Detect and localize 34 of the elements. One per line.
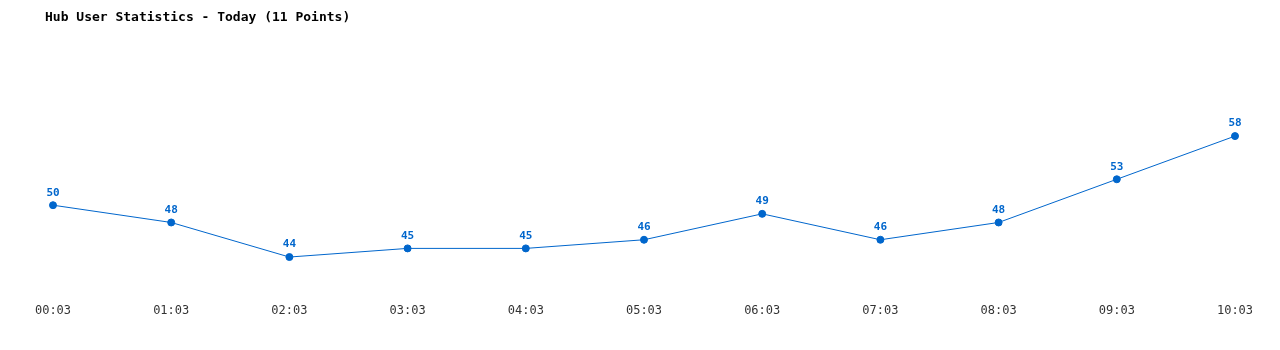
chart-title: Hub User Statistics - Today (11 Points) (45, 9, 351, 25)
x-tick-label: 01:03 (153, 302, 190, 317)
point (1112, 175, 1121, 184)
data-label: 48 (991, 202, 1006, 216)
point (49, 201, 57, 210)
data-label: 48 (164, 202, 178, 216)
x-tick-label: 06:03 (744, 302, 781, 317)
x-tick-label: 07:03 (862, 302, 899, 317)
x-tick-label: 05:03 (625, 302, 663, 317)
point (521, 244, 530, 253)
data-label: 44 (282, 237, 297, 251)
x-tick-label: 09:03 (1098, 302, 1135, 317)
point (640, 235, 648, 244)
data-label: 49 (755, 194, 769, 208)
data-label: 46 (637, 220, 651, 234)
point (167, 218, 176, 227)
point (994, 218, 1003, 227)
point (758, 209, 767, 218)
data-label: 53 (1110, 159, 1124, 173)
x-tick-label: 08:03 (980, 302, 1017, 317)
point (285, 253, 294, 262)
x-tick-label: 00:03 (34, 302, 72, 317)
x-tick-label: 02:03 (271, 302, 308, 317)
x-tick-label: 04:03 (507, 302, 544, 317)
x-tick-label: 03:03 (389, 302, 426, 317)
x-tick-label: 10:03 (1216, 302, 1254, 317)
data-label: 50 (46, 185, 60, 199)
data-label: 46 (873, 220, 888, 234)
point (876, 235, 885, 244)
data-label: 45 (400, 228, 415, 242)
point (1231, 132, 1239, 141)
data-label: 45 (519, 228, 533, 242)
point (403, 244, 412, 253)
data-label: 58 (1228, 116, 1242, 130)
